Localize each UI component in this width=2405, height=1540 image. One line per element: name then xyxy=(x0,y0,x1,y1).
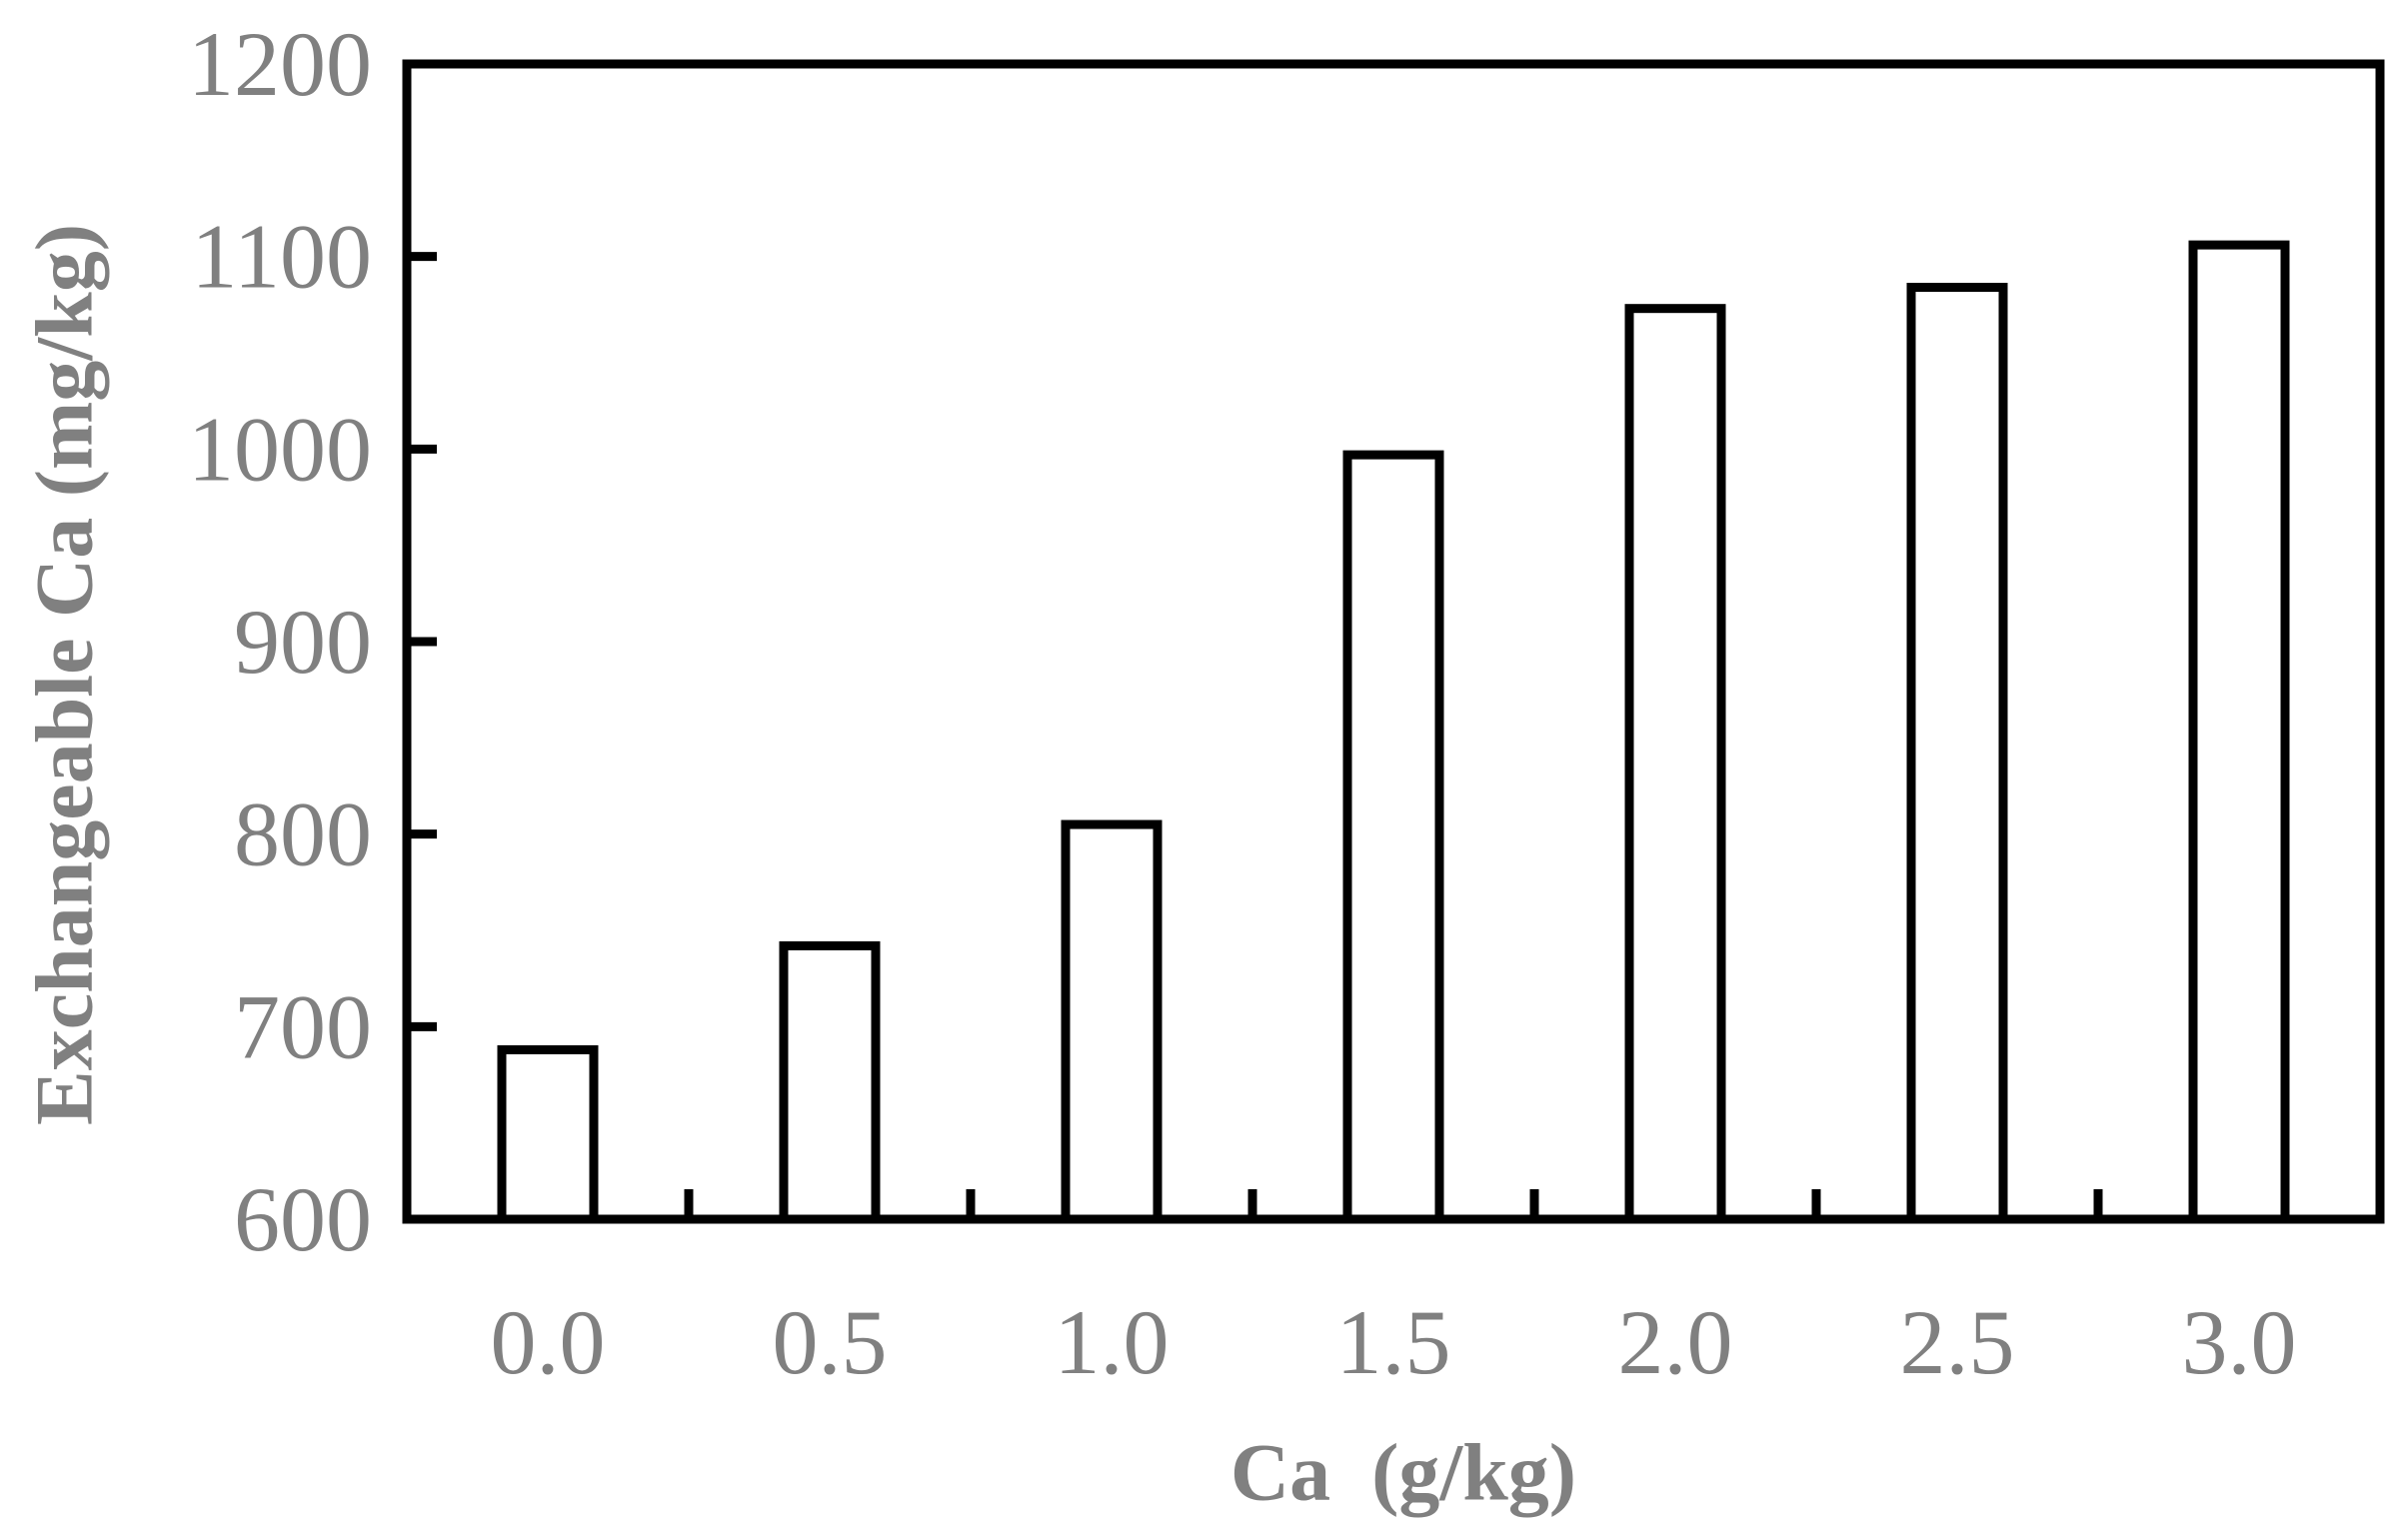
y-axis-title: Exchangeable Ca (mg/kg) xyxy=(19,224,110,1125)
tick-marks xyxy=(407,59,2103,1224)
bar-4 xyxy=(1624,304,1726,1224)
bar-5 xyxy=(1906,282,2008,1224)
x-tick-label: 2.5 xyxy=(1900,1291,2015,1393)
x-tick-label: 0.0 xyxy=(491,1291,606,1393)
bar-3 xyxy=(1342,450,1444,1224)
bars xyxy=(497,240,2290,1224)
x-tick-labels: 0.0 0.5 1.0 1.5 2.0 2.5 3.0 xyxy=(491,1291,2297,1393)
x-tick-label: 0.5 xyxy=(773,1291,888,1393)
x-axis-title: Ca (g/kg) xyxy=(1230,1427,1576,1518)
bar-0 xyxy=(497,1044,599,1224)
x-tick-label: 1.5 xyxy=(1336,1291,1451,1393)
y-tick-label: 700 xyxy=(234,975,372,1077)
x-tick-label: 3.0 xyxy=(2182,1291,2297,1393)
y-tick-label: 1000 xyxy=(188,398,372,500)
bar-2 xyxy=(1061,819,1163,1224)
bar-6 xyxy=(2188,240,2290,1224)
y-tick-label: 600 xyxy=(234,1168,372,1270)
x-tick-label: 2.0 xyxy=(1618,1291,1733,1393)
y-tick-label: 1100 xyxy=(191,206,372,308)
x-tick-label: 1.0 xyxy=(1055,1291,1170,1393)
y-tick-label: 800 xyxy=(234,783,372,885)
y-tick-labels: 600 700 800 900 1000 1100 1200 xyxy=(188,13,372,1270)
y-tick-label: 900 xyxy=(234,591,372,693)
y-tick-label: 1200 xyxy=(188,13,372,115)
bar-1 xyxy=(779,940,881,1224)
